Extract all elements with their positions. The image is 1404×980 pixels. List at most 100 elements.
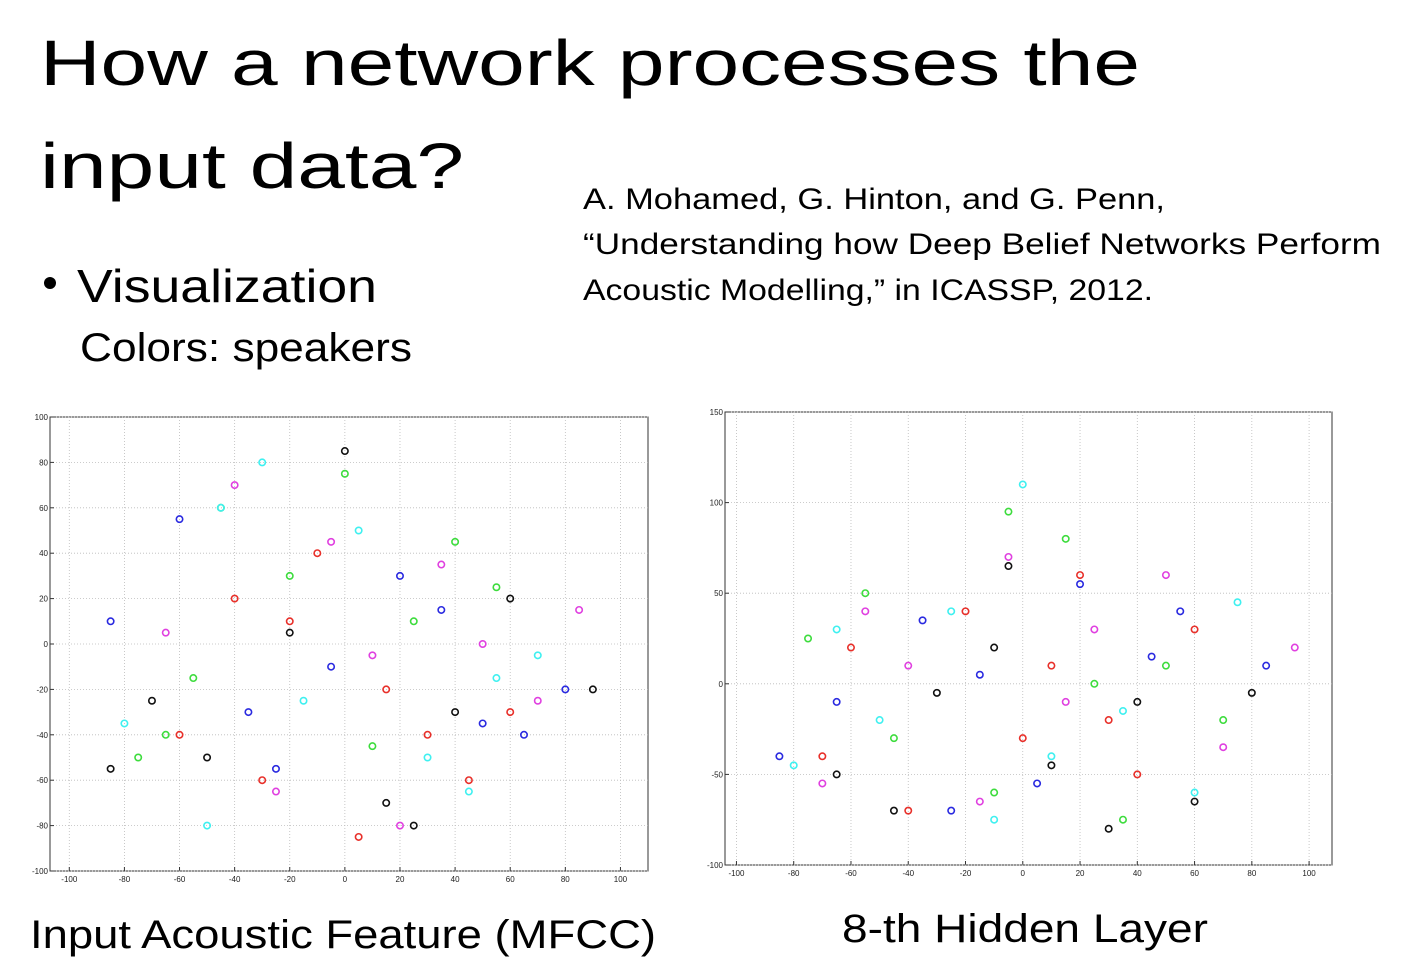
x-tick-label: 60	[1190, 869, 1199, 878]
scatter-point	[271, 764, 280, 773]
citation-line: A. Mohamed, G. Hinton, and G. Penn,	[583, 183, 1165, 216]
scatter-point	[437, 560, 446, 569]
scatter-point	[1047, 761, 1056, 770]
y-tick-label: -50	[711, 770, 723, 779]
scatter-point	[382, 685, 391, 694]
scatter-point	[818, 752, 827, 761]
scatter-point	[423, 753, 432, 762]
scatter-point	[1233, 598, 1242, 607]
scatter-point	[775, 752, 784, 761]
scatter-point	[1118, 706, 1127, 715]
scatter-point	[1161, 571, 1170, 580]
x-tick-label: -20	[284, 875, 296, 884]
scatter-point	[1247, 688, 1256, 697]
scatter-point	[889, 734, 898, 743]
scatter-point	[861, 589, 870, 598]
y-tick-label: 60	[39, 504, 48, 513]
scatter-point	[161, 628, 170, 637]
y-tick-label: 100	[35, 413, 49, 422]
scatter-point	[1290, 643, 1299, 652]
scatter-point	[437, 605, 446, 614]
scatter-point	[134, 753, 143, 762]
scatter-point	[106, 764, 115, 773]
scatter-point	[990, 643, 999, 652]
scatter-point	[932, 688, 941, 697]
y-tick-label: -100	[707, 861, 724, 870]
x-tick-label: 40	[451, 875, 460, 884]
scatter-point	[464, 776, 473, 785]
scatter-point	[327, 662, 336, 671]
scatter-point	[230, 481, 239, 490]
scatter-point	[506, 594, 515, 603]
scatter-point	[258, 776, 267, 785]
scatter-point	[230, 594, 239, 603]
scatter-point	[313, 549, 322, 558]
x-tick-label: -20	[960, 869, 972, 878]
citation-line: “Understanding how Deep Belief Networks …	[583, 228, 1381, 261]
scatter-point	[161, 730, 170, 739]
x-tick-label: -40	[902, 869, 914, 878]
x-tick-label: 40	[1133, 869, 1142, 878]
scatter-point	[1161, 661, 1170, 670]
x-tick-label: 0	[343, 875, 348, 884]
scatter-point	[120, 719, 129, 728]
y-tick-label: 0	[44, 640, 49, 649]
scatter-point	[492, 674, 501, 683]
y-tick-label: 40	[39, 549, 48, 558]
bullet-dot	[44, 277, 56, 289]
scatter-point	[1133, 697, 1142, 706]
y-tick-label: -40	[36, 731, 48, 740]
scatter-point	[216, 503, 225, 512]
scatter-point	[395, 571, 404, 580]
scatter-point	[368, 742, 377, 751]
scatter-point	[533, 696, 542, 705]
scatter-point	[947, 806, 956, 815]
scatter-point	[464, 787, 473, 796]
x-tick-label: 100	[614, 875, 628, 884]
scatter-point	[846, 643, 855, 652]
scatter-point	[575, 605, 584, 614]
scatter-point	[990, 788, 999, 797]
scatter-point	[904, 661, 913, 670]
scatter-point	[1004, 552, 1013, 561]
y-tick-label: -100	[32, 867, 49, 876]
scatter-point	[244, 708, 253, 717]
x-tick-label: -60	[174, 875, 186, 884]
plot-frame	[724, 411, 1333, 866]
x-tick-label: 60	[506, 875, 515, 884]
x-tick-label: -80	[119, 875, 131, 884]
plot-frame	[49, 416, 649, 872]
scatter-point	[861, 607, 870, 616]
y-tick-label: 80	[39, 458, 48, 467]
x-tick-label: 20	[1076, 869, 1085, 878]
scatter-point	[327, 537, 336, 546]
scatter-point	[1176, 607, 1185, 616]
y-tick-label: -20	[36, 685, 48, 694]
x-tick-label: -60	[845, 869, 857, 878]
scatter-point	[1219, 743, 1228, 752]
scatter-point	[889, 806, 898, 815]
scatter-point	[789, 761, 798, 770]
subtext: Colors: speakers	[80, 326, 412, 370]
scatter-point	[1090, 625, 1099, 634]
scatter-point	[271, 787, 280, 796]
scatter-point	[918, 616, 927, 625]
scatter-point	[409, 821, 418, 830]
scatter-point	[285, 571, 294, 580]
scatter-point	[1190, 788, 1199, 797]
x-tick-label: -80	[788, 869, 800, 878]
scatter-point	[395, 821, 404, 830]
scatter-point	[175, 730, 184, 739]
scatter-point	[1061, 534, 1070, 543]
y-tick-label: 150	[710, 408, 724, 417]
title-line: input data?	[40, 130, 464, 202]
scatter-point	[1061, 697, 1070, 706]
scatter-point	[285, 617, 294, 626]
scatter-point	[1219, 716, 1228, 725]
scatter-point	[258, 458, 267, 467]
scatter-point	[340, 447, 349, 456]
x-tick-label: -40	[229, 875, 241, 884]
scatter-point	[832, 697, 841, 706]
scatter-point	[423, 730, 432, 739]
scatter-point	[409, 617, 418, 626]
